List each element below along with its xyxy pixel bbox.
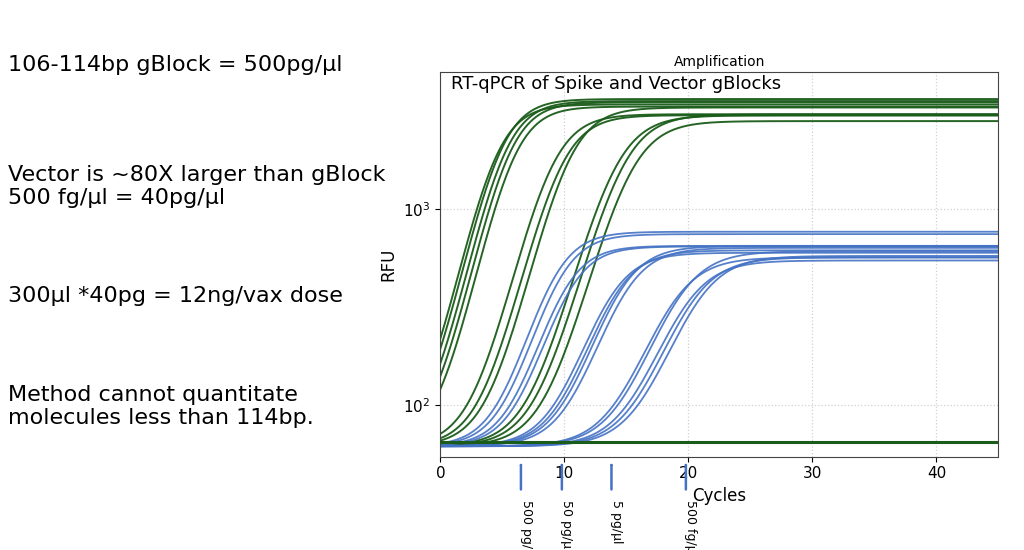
Text: 50 pg/μl: 50 pg/μl (560, 500, 573, 550)
Text: 500 fg/μl: 500 fg/μl (684, 500, 697, 550)
X-axis label: Cycles: Cycles (692, 487, 746, 505)
Text: Method cannot quantitate
molecules less than 114bp.: Method cannot quantitate molecules less … (8, 385, 314, 428)
Title: Amplification: Amplification (674, 55, 765, 69)
Y-axis label: RFU: RFU (380, 248, 397, 280)
Text: 500 pg/μl: 500 pg/μl (519, 500, 532, 550)
Text: RT-qPCR of Spike and Vector gBlocks: RT-qPCR of Spike and Vector gBlocks (452, 75, 781, 94)
Text: 106-114bp gBlock = 500pg/μl: 106-114bp gBlock = 500pg/μl (8, 55, 343, 75)
Text: 300μl *40pg = 12ng/vax dose: 300μl *40pg = 12ng/vax dose (8, 286, 343, 306)
Text: 5 pg/μl: 5 pg/μl (610, 500, 623, 544)
Text: Vector is ~80X larger than gBlock
500 fg/μl = 40pg/μl: Vector is ~80X larger than gBlock 500 fg… (8, 165, 386, 208)
